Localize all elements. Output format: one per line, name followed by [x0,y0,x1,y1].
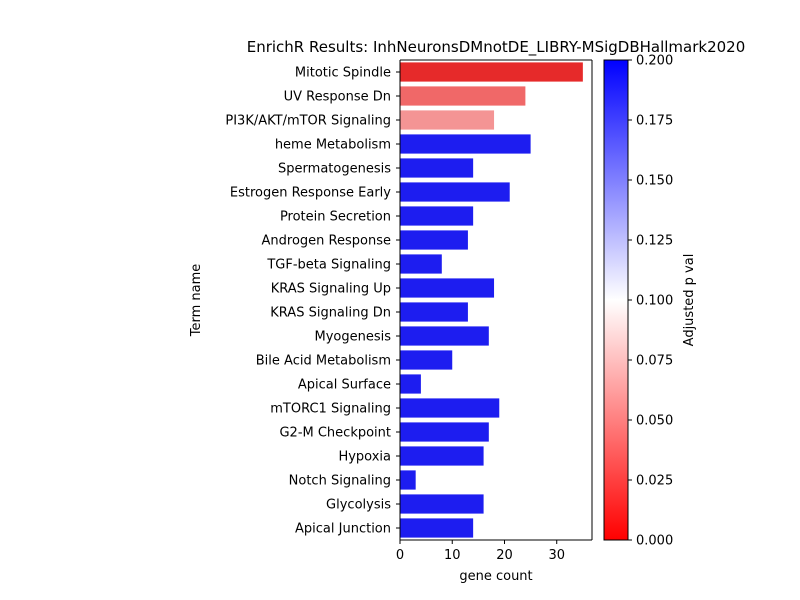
y-axis-label: Term name [189,264,204,338]
bar [400,110,495,130]
x-axis-label: gene count [459,569,532,584]
bar [400,374,421,394]
x-tick-label: 30 [548,548,565,563]
y-tick-label: Estrogen Response Early [230,186,391,201]
y-tick-label: Androgen Response [262,234,391,249]
y-tick-label: Bile Acid Metabolism [256,354,391,369]
y-tick-label: Hypoxia [338,450,391,465]
colorbar-tick-label: 0.075 [636,354,673,369]
y-tick-label: UV Response Dn [284,90,391,105]
bar [400,470,416,490]
y-tick-label: Myogenesis [314,330,391,345]
chart-title: EnrichR Results: InhNeuronsDMnotDE_LIBRY… [247,38,746,57]
y-tick-label: mTORC1 Signaling [270,402,391,417]
bar [400,134,531,154]
y-tick-label: PI3K/AKT/mTOR Signaling [225,114,391,129]
colorbar-label: Adjusted p val [682,254,697,347]
bars-group [400,62,583,538]
x-tick-label: 10 [444,548,461,563]
bar [400,350,453,370]
bar [400,182,510,202]
bar [400,278,495,298]
bar [400,158,474,178]
x-tick-label: 20 [496,548,513,563]
bar [400,398,500,418]
x-ticks: 0 10 20 30 [396,540,565,563]
colorbar-tick-label: 0.175 [636,114,673,129]
y-tick-label: heme Metabolism [275,138,391,153]
colorbar-tick-label: 0.125 [636,234,673,249]
colorbar-tick-label: 0.050 [636,414,673,429]
x-tick-label: 0 [396,548,404,563]
colorbar-tick-label: 0.000 [636,534,673,549]
y-tick-label: Notch Signaling [289,474,391,489]
y-tick-label: G2-M Checkpoint [279,426,391,441]
bar [400,326,489,346]
colorbar-tick-label: 0.100 [636,294,673,309]
bar [400,446,484,466]
y-tick-label: Protein Secretion [280,210,391,225]
bar [400,302,468,322]
bar [400,86,526,106]
bar [400,422,489,442]
colorbar-tick-label: 0.150 [636,174,673,189]
y-tick-labels: Mitotic Spindle UV Response Dn PI3K/AKT/mT… [225,66,400,537]
y-tick-label: Apical Junction [295,522,391,537]
y-tick-label: Apical Surface [298,378,391,393]
bar [400,206,474,226]
colorbar-tick-label: 0.025 [636,474,673,489]
y-tick-label: Spermatogenesis [278,162,391,177]
y-tick-label: KRAS Signaling Up [271,282,391,297]
y-tick-label: KRAS Signaling Dn [270,306,391,321]
bar [400,62,583,82]
y-tick-label: Glycolysis [326,498,391,513]
bar [400,230,468,250]
colorbar [603,59,629,541]
bar [400,254,442,274]
y-tick-label: Mitotic Spindle [295,66,391,81]
bar [400,494,484,514]
colorbar-ticks: 0.000 0.025 0.050 0.075 0.100 0.125 0.150 0.175… [628,54,673,549]
bar [400,518,474,538]
colorbar-tick-label: 0.200 [636,54,673,69]
y-tick-label: TGF-beta Signaling [266,258,391,273]
